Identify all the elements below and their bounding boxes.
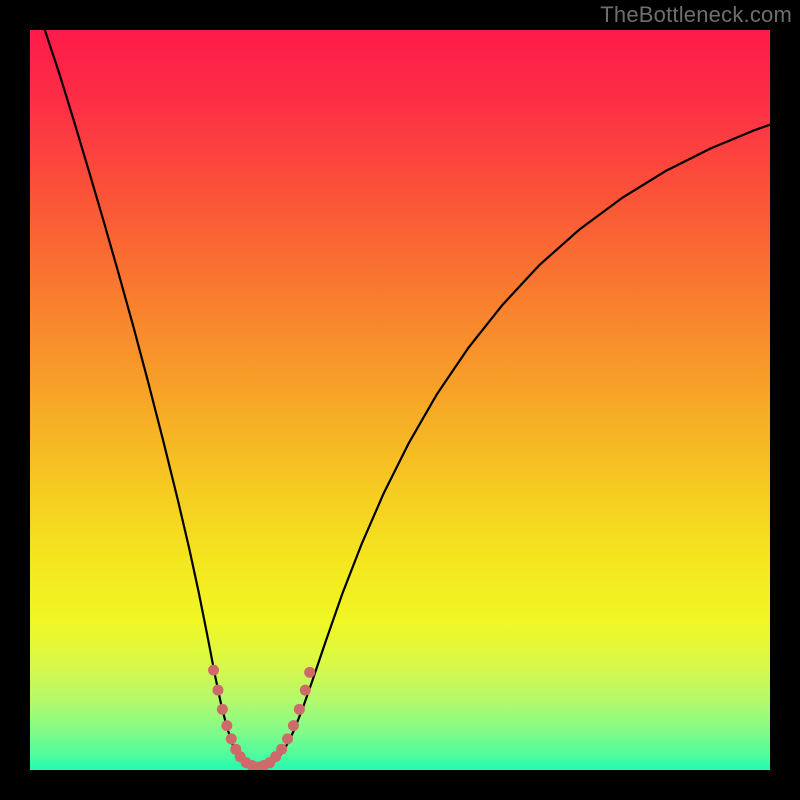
- chart-frame: [0, 0, 800, 800]
- valley-marker-dot: [304, 667, 315, 678]
- valley-marker-dot: [212, 685, 223, 696]
- gradient-background: [30, 30, 770, 770]
- valley-marker-dot: [294, 704, 305, 715]
- plot-area: [30, 30, 770, 770]
- valley-marker-dot: [221, 720, 232, 731]
- valley-marker-dot: [282, 733, 293, 744]
- watermark-text: TheBottleneck.com: [600, 2, 792, 28]
- valley-marker-dot: [226, 733, 237, 744]
- valley-marker-dot: [276, 744, 287, 755]
- valley-marker-dot: [300, 685, 311, 696]
- bottleneck-curve-chart: [30, 30, 770, 770]
- valley-marker-dot: [288, 720, 299, 731]
- valley-marker-dot: [217, 704, 228, 715]
- valley-marker-dot: [208, 665, 219, 676]
